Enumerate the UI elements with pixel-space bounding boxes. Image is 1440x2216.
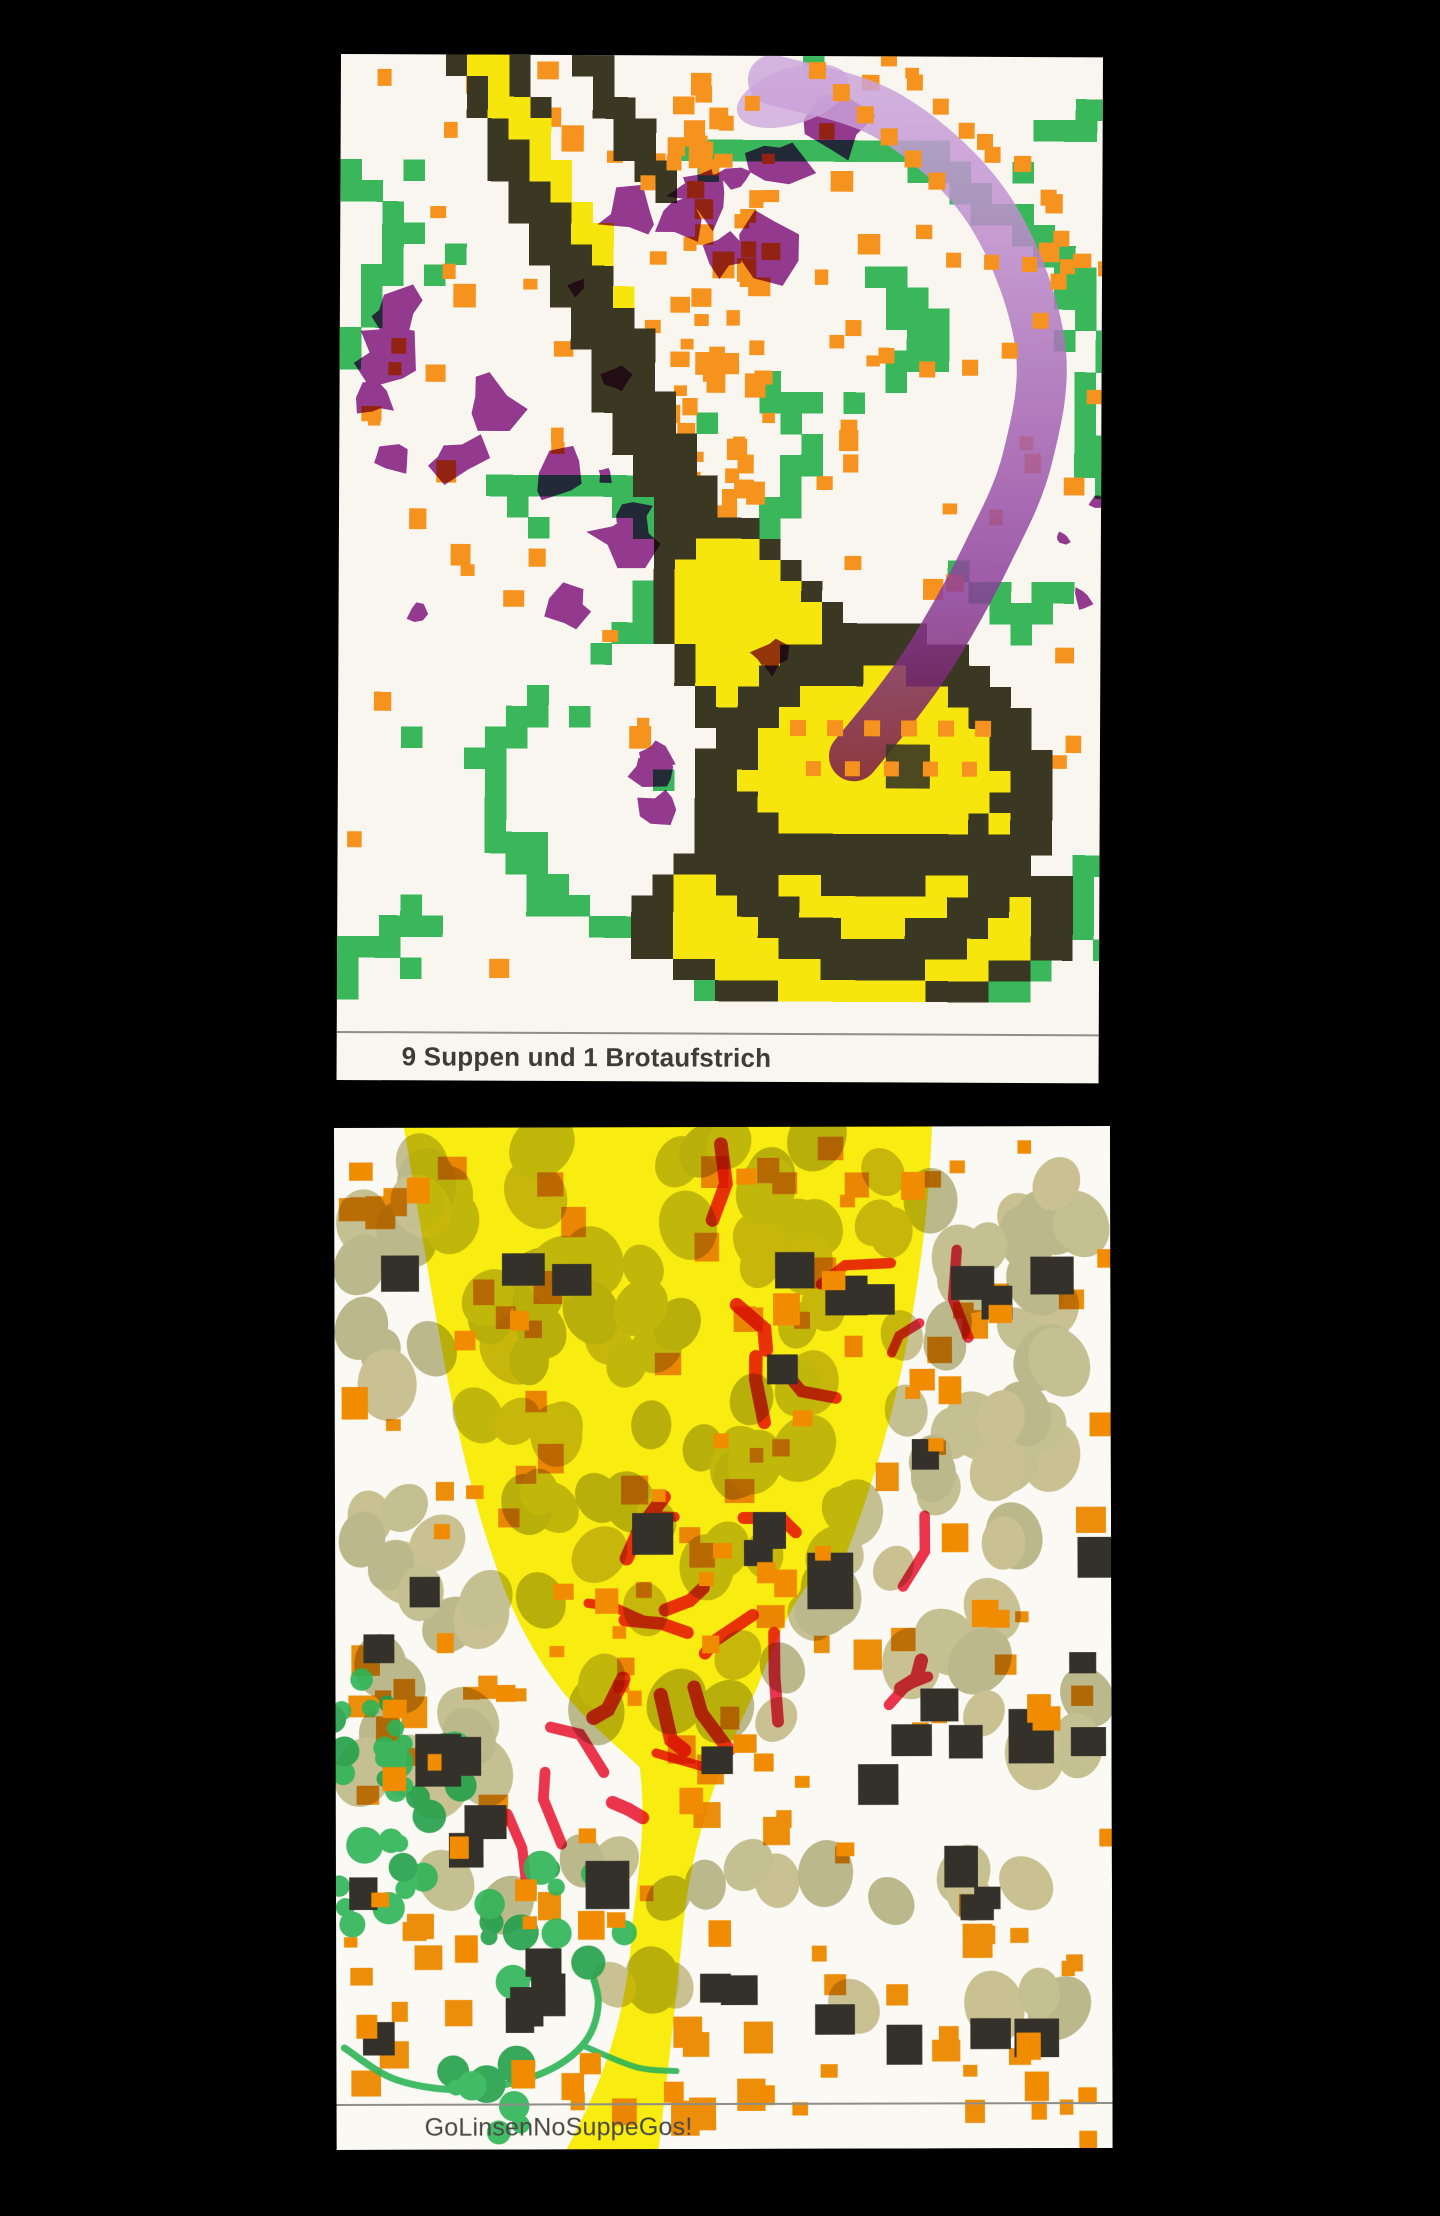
poster-bottom-caption-text: GoLinsenNoSuppeGos!: [424, 2112, 693, 2142]
poster-top-artwork: [336, 54, 1103, 1003]
poster-bottom-artwork: [334, 1125, 1113, 2150]
poster-top-caption-text: 9 Suppen und 1 Brotaufstrich: [401, 1041, 772, 1073]
poster-top-caption-band: 9 Suppen und 1 Brotaufstrich: [336, 1030, 1099, 1084]
poster-bottom-linsen: GoLinsenNoSuppeGos!: [334, 1125, 1113, 2150]
poster-top-suppen: 9 Suppen und 1 Brotaufstrich: [336, 54, 1103, 1084]
poster-bottom-caption-band: GoLinsenNoSuppeGos!: [336, 2101, 1113, 2150]
